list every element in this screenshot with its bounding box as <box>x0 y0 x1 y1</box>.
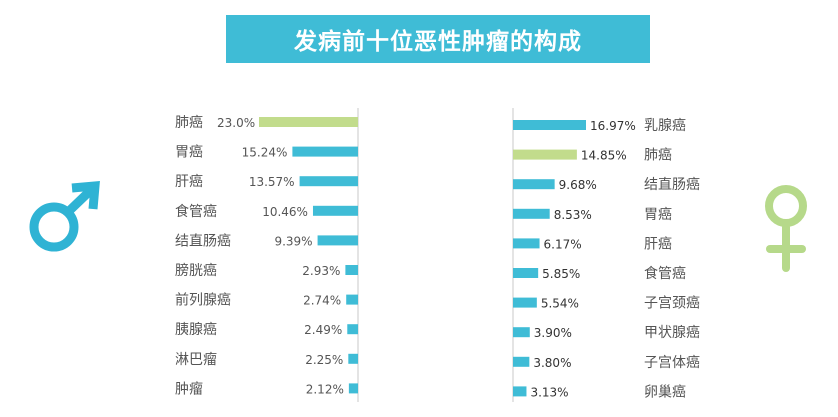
category-label-right: 肺癌 <box>644 148 672 164</box>
bar-right <box>513 386 527 397</box>
female-symbol-icon <box>765 185 807 227</box>
bar-left <box>317 235 358 246</box>
bar-left <box>347 324 358 335</box>
category-label-left: 淋巴瘤 <box>175 351 217 368</box>
value-label-left: 2.74% <box>303 294 341 308</box>
bar-left <box>312 205 358 216</box>
category-label-left: 肺癌 <box>175 115 203 131</box>
category-label-right: 结直肠癌 <box>644 176 700 193</box>
value-label-left: 23.0% <box>217 116 255 130</box>
value-label-left: 2.12% <box>306 382 344 396</box>
value-label-right: 3.13% <box>530 385 568 399</box>
value-label-left: 9.39% <box>274 234 312 248</box>
category-label-left: 肿瘤 <box>175 380 203 397</box>
category-label-left: 肝癌 <box>175 174 203 190</box>
value-label-right: 14.85% <box>581 149 627 163</box>
category-label-left: 食管癌 <box>175 203 217 220</box>
category-label-left: 结直肠癌 <box>175 232 231 249</box>
category-label-right: 卵巢癌 <box>644 384 686 400</box>
category-label-left: 膀胱癌 <box>175 262 217 279</box>
value-label-right: 5.54% <box>541 297 579 311</box>
value-label-left: 2.49% <box>304 323 342 337</box>
bar-right <box>513 208 550 219</box>
value-label-left: 10.46% <box>262 205 308 219</box>
bar-left <box>259 117 358 127</box>
title-banner: 发病前十位恶性肿瘤的构成 <box>226 15 650 63</box>
bar-left <box>299 176 358 187</box>
category-label-right: 甲状腺癌 <box>644 325 700 341</box>
bar-left <box>346 294 358 305</box>
bar-left <box>348 353 358 364</box>
bar-left <box>292 146 358 157</box>
category-label-right: 胃癌 <box>644 207 672 223</box>
value-label-right: 3.80% <box>533 356 571 370</box>
chart-title: 发病前十位恶性肿瘤的构成 <box>294 29 582 55</box>
bar-right <box>513 179 555 190</box>
bar-right <box>513 149 577 160</box>
category-label-left: 胃癌 <box>175 145 203 161</box>
bar-right <box>513 238 540 249</box>
value-label-right: 5.85% <box>542 267 580 281</box>
bar-right <box>513 268 539 278</box>
category-label-left: 胰腺癌 <box>175 322 217 338</box>
bar-right <box>513 297 537 308</box>
bar-left <box>348 383 358 394</box>
value-label-left: 2.25% <box>305 353 343 367</box>
category-label-right: 食管癌 <box>644 265 686 282</box>
category-label-right: 子宫颈癌 <box>644 296 700 312</box>
value-label-right: 6.17% <box>544 237 582 251</box>
category-label-right: 肝癌 <box>644 236 672 252</box>
bar-right <box>513 356 530 367</box>
value-label-right: 3.90% <box>534 326 572 340</box>
value-label-right: 16.97% <box>590 119 636 133</box>
category-label-right: 乳腺癌 <box>644 118 686 134</box>
bar-left <box>345 265 358 275</box>
male-symbol-icon <box>71 181 100 210</box>
male-symbol-icon <box>64 185 96 216</box>
male-symbol-icon <box>29 202 79 252</box>
value-label-left: 13.57% <box>249 175 295 189</box>
value-label-right: 8.53% <box>554 208 592 222</box>
value-label-left: 15.24% <box>242 146 288 160</box>
bar-right <box>513 327 530 338</box>
value-label-right: 9.68% <box>559 178 597 192</box>
value-label-left: 2.93% <box>302 264 340 278</box>
category-label-right: 子宫体癌 <box>644 355 700 371</box>
category-label-left: 前列腺癌 <box>175 292 231 309</box>
bar-right <box>513 120 586 130</box>
